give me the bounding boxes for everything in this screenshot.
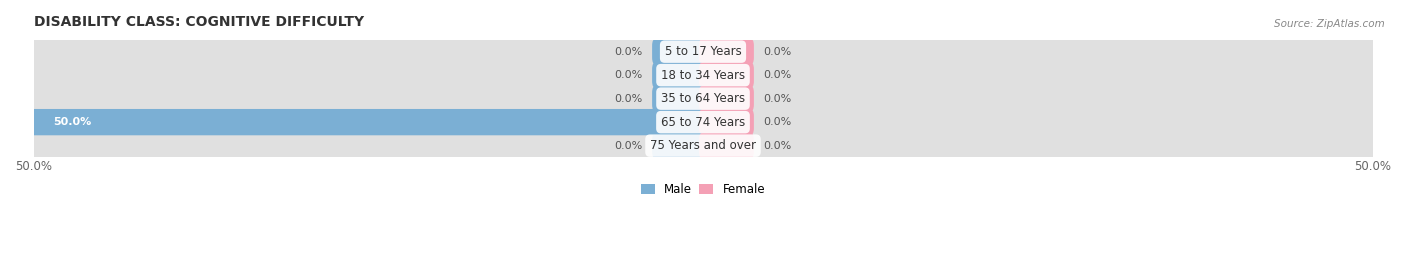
- FancyBboxPatch shape: [699, 39, 754, 65]
- Text: 0.0%: 0.0%: [614, 47, 643, 57]
- Text: 0.0%: 0.0%: [614, 94, 643, 104]
- FancyBboxPatch shape: [30, 86, 707, 112]
- FancyBboxPatch shape: [699, 86, 1376, 112]
- Text: 35 to 64 Years: 35 to 64 Years: [661, 92, 745, 105]
- FancyBboxPatch shape: [699, 39, 1376, 65]
- Bar: [34, 110, 1372, 134]
- Text: 65 to 74 Years: 65 to 74 Years: [661, 116, 745, 129]
- Text: 0.0%: 0.0%: [763, 94, 792, 104]
- Bar: [34, 87, 1372, 110]
- FancyBboxPatch shape: [652, 133, 707, 159]
- Text: 0.0%: 0.0%: [763, 70, 792, 80]
- FancyBboxPatch shape: [699, 133, 754, 159]
- Text: 0.0%: 0.0%: [763, 141, 792, 151]
- Text: DISABILITY CLASS: COGNITIVE DIFFICULTY: DISABILITY CLASS: COGNITIVE DIFFICULTY: [34, 15, 364, 29]
- Text: 75 Years and over: 75 Years and over: [650, 139, 756, 152]
- Bar: [34, 63, 1372, 87]
- FancyBboxPatch shape: [652, 62, 707, 88]
- Text: 18 to 34 Years: 18 to 34 Years: [661, 69, 745, 82]
- FancyBboxPatch shape: [30, 109, 707, 135]
- FancyBboxPatch shape: [699, 109, 1376, 135]
- FancyBboxPatch shape: [30, 109, 707, 135]
- FancyBboxPatch shape: [30, 133, 707, 159]
- Text: 0.0%: 0.0%: [763, 117, 792, 127]
- FancyBboxPatch shape: [699, 62, 754, 88]
- Text: 0.0%: 0.0%: [614, 70, 643, 80]
- FancyBboxPatch shape: [30, 62, 707, 88]
- FancyBboxPatch shape: [699, 62, 1376, 88]
- Text: Source: ZipAtlas.com: Source: ZipAtlas.com: [1274, 19, 1385, 29]
- Bar: [34, 134, 1372, 157]
- FancyBboxPatch shape: [30, 39, 707, 65]
- Text: 0.0%: 0.0%: [763, 47, 792, 57]
- Bar: [34, 40, 1372, 63]
- Text: 5 to 17 Years: 5 to 17 Years: [665, 45, 741, 58]
- Legend: Male, Female: Male, Female: [636, 178, 770, 201]
- Text: 0.0%: 0.0%: [614, 141, 643, 151]
- FancyBboxPatch shape: [652, 86, 707, 112]
- FancyBboxPatch shape: [652, 39, 707, 65]
- FancyBboxPatch shape: [699, 109, 754, 135]
- FancyBboxPatch shape: [699, 86, 754, 112]
- FancyBboxPatch shape: [699, 133, 1376, 159]
- Text: 50.0%: 50.0%: [53, 117, 91, 127]
